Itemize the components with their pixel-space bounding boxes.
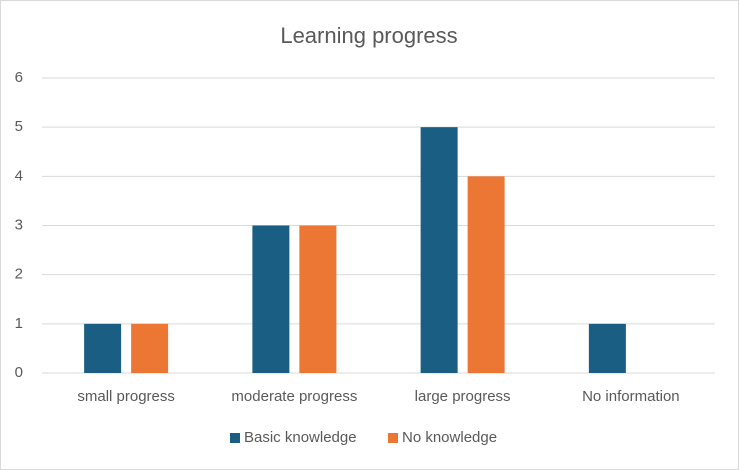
bar [84, 323, 122, 373]
y-tick-label: 4 [15, 167, 23, 184]
y-tick-label: 6 [15, 69, 23, 86]
legend-swatch [230, 433, 240, 443]
bar [299, 225, 337, 373]
bar [252, 225, 290, 373]
x-tick-label: large progress [415, 388, 511, 405]
bar [420, 127, 458, 374]
chart-title: Learning progress [280, 23, 457, 48]
y-tick-label: 1 [15, 315, 23, 332]
bar [588, 323, 626, 373]
y-tick-label: 5 [15, 118, 23, 135]
x-tick-label: No information [582, 388, 680, 405]
x-tick-label: small progress [77, 388, 175, 405]
y-tick-label: 0 [15, 364, 23, 381]
y-tick-label: 3 [15, 216, 23, 233]
legend-label: Basic knowledge [244, 429, 357, 446]
y-tick-label: 2 [15, 266, 23, 283]
x-tick-label: moderate progress [231, 388, 357, 405]
legend-label: No knowledge [402, 429, 497, 446]
legend-swatch [388, 433, 398, 443]
bar [467, 176, 505, 373]
bar [131, 323, 169, 373]
